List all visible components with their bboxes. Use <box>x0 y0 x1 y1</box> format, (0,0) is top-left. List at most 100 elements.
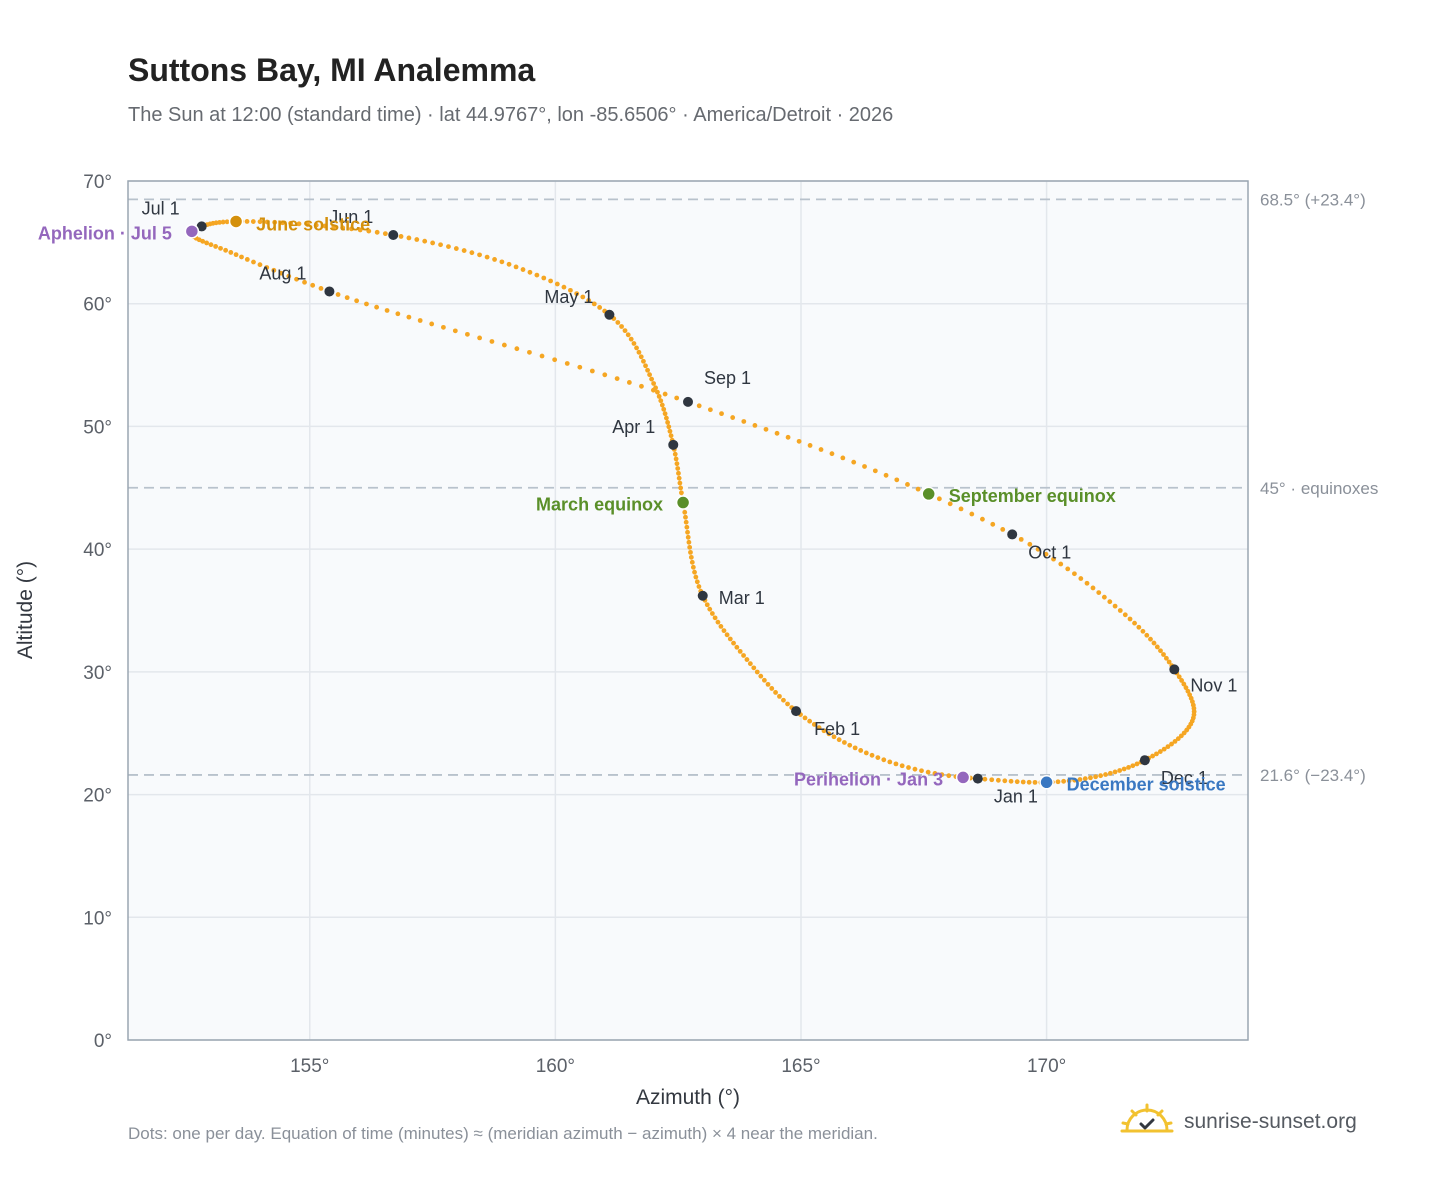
daily-sun-dot <box>643 363 648 369</box>
daily-sun-dot <box>1181 681 1187 687</box>
event-label: March equinox <box>536 495 663 515</box>
daily-sun-dot <box>264 219 270 225</box>
daily-sun-dot <box>807 718 813 724</box>
event-marker <box>1039 775 1054 790</box>
daily-sun-dot <box>1000 527 1006 532</box>
event-label: September equinox <box>949 486 1116 506</box>
month-marker <box>1007 529 1018 540</box>
daily-sun-dot <box>919 768 924 774</box>
daily-sun-dot <box>899 763 905 769</box>
daily-sun-dot <box>223 247 229 253</box>
event-label: June solstice <box>256 214 370 234</box>
daily-sun-dot <box>1154 751 1159 757</box>
daily-sun-dot <box>658 398 664 404</box>
daily-sun-dot <box>520 267 526 272</box>
daily-sun-dot <box>1090 585 1096 591</box>
daily-sun-dot <box>816 725 822 731</box>
month-label: Oct 1 <box>1028 542 1071 562</box>
daily-sun-dot <box>527 269 533 275</box>
daily-sun-dot <box>527 349 532 355</box>
event-label: December solstice <box>1067 774 1226 794</box>
footnote: Dots: one per day. Equation of time (min… <box>128 1124 878 1143</box>
daily-sun-dot <box>947 501 953 507</box>
daily-sun-dot <box>645 367 650 373</box>
daily-sun-dot <box>831 734 837 740</box>
daily-sun-dot <box>597 305 603 310</box>
daily-sun-dot <box>1101 594 1107 600</box>
daily-sun-dot <box>869 752 875 758</box>
daily-sun-dot <box>761 677 767 683</box>
daily-sun-dot <box>647 372 652 378</box>
daily-sun-dot <box>665 420 671 425</box>
daily-sun-dot <box>785 434 791 440</box>
daily-sun-dot <box>366 228 372 234</box>
daily-sun-dot <box>224 219 230 225</box>
brand[interactable]: sunrise-sunset.org <box>1120 1103 1357 1140</box>
month-marker <box>196 221 207 232</box>
daily-sun-dot <box>754 669 760 675</box>
y-tick-label: 60° <box>83 295 112 316</box>
daily-sun-dot <box>1132 620 1137 626</box>
daily-sun-dot <box>218 245 223 251</box>
daily-sun-dot <box>731 640 736 646</box>
daily-sun-dot <box>280 220 285 226</box>
daily-sun-dot <box>622 328 628 334</box>
x-tick-label: 155° <box>290 1056 329 1077</box>
daily-sun-dot <box>932 771 938 776</box>
daily-sun-dot <box>539 353 545 359</box>
daily-sun-dot <box>672 451 678 457</box>
event-marker <box>228 214 244 229</box>
daily-sun-dot <box>398 234 404 239</box>
daily-sun-dot <box>422 238 428 244</box>
daily-sun-dot <box>696 403 702 409</box>
daily-sun-dot <box>802 715 808 721</box>
x-tick-label: 160° <box>536 1056 575 1077</box>
daily-sun-dot <box>1144 632 1150 638</box>
daily-sun-dot <box>1134 761 1140 767</box>
daily-sun-dot <box>318 285 324 291</box>
daily-sun-dot <box>679 490 684 496</box>
daily-sun-dot <box>244 257 250 262</box>
daily-sun-dot <box>639 383 644 389</box>
daily-sun-dot <box>925 769 931 775</box>
y-tick-label: 50° <box>83 417 112 438</box>
daily-sun-dot <box>765 681 771 687</box>
daily-sun-dot <box>737 648 743 654</box>
daily-sun-dot <box>1163 655 1169 661</box>
daily-sun-dot <box>374 229 380 235</box>
daily-sun-dot <box>1183 685 1189 691</box>
month-marker <box>683 396 693 407</box>
daily-sun-dot <box>452 328 458 334</box>
daily-sun-dot <box>1172 738 1178 744</box>
month-label: Nov 1 <box>1190 675 1237 695</box>
daily-sun-dot <box>250 219 256 224</box>
daily-sun-dot <box>663 415 669 421</box>
daily-sun-dot <box>894 477 900 483</box>
daily-sun-dot <box>685 534 691 540</box>
event-marker <box>675 495 691 510</box>
daily-sun-dot <box>826 731 832 737</box>
daily-sun-dot <box>561 284 567 290</box>
daily-sun-dot <box>354 298 360 304</box>
daily-sun-dot <box>554 281 560 287</box>
daily-sun-dot <box>673 456 679 462</box>
daily-sun-dot <box>883 472 889 478</box>
daily-sun-dot <box>340 225 346 231</box>
daily-sun-dot <box>686 539 692 545</box>
daily-sun-dot <box>689 559 695 565</box>
daily-sun-dot <box>204 240 210 246</box>
daily-sun-dot <box>628 336 634 342</box>
daily-sun-dot <box>982 776 988 782</box>
daily-sun-dot <box>715 619 721 625</box>
daily-sun-dot <box>668 433 674 439</box>
daily-sun-dot <box>1020 779 1026 785</box>
daily-sun-dot <box>688 554 694 560</box>
y-tick-label: 10° <box>83 908 112 929</box>
plot-area <box>128 181 1248 1040</box>
daily-sun-dot <box>1058 561 1064 567</box>
daily-sun-dot <box>688 549 693 555</box>
daily-sun-dot <box>631 341 637 346</box>
daily-sun-dot <box>758 673 764 679</box>
brand-name[interactable]: sunrise-sunset.org <box>1184 1109 1357 1133</box>
